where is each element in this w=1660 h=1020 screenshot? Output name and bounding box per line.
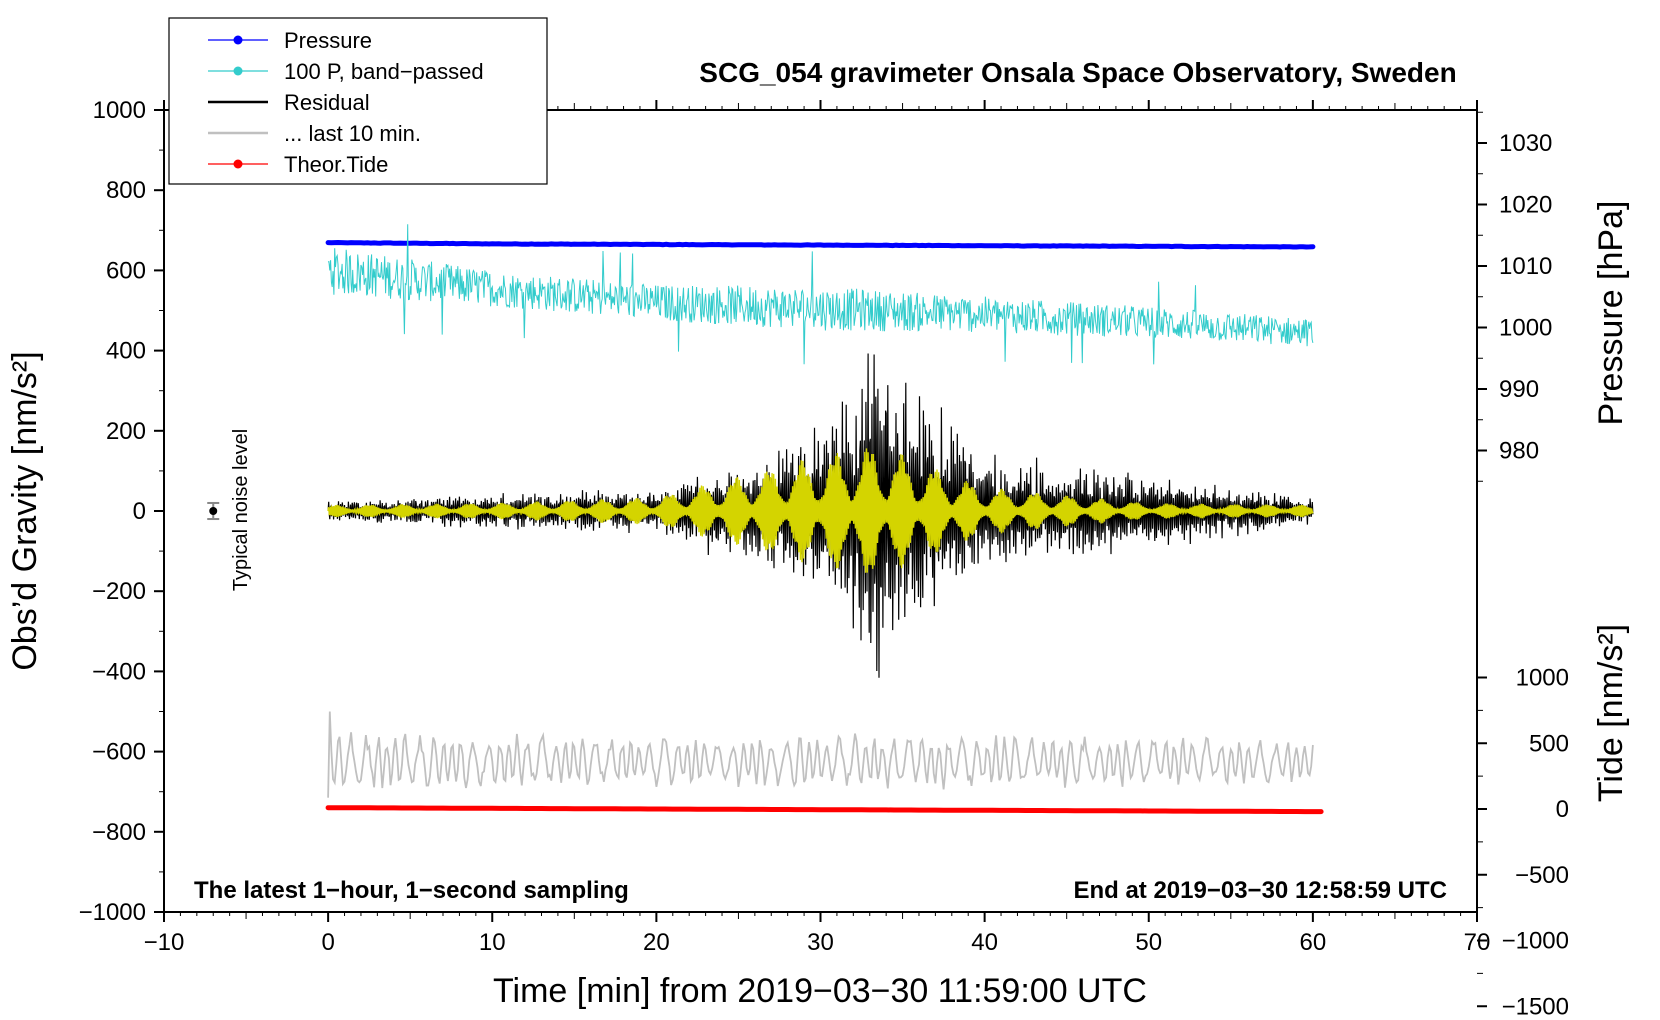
legend-dot-4 [233,159,243,169]
noise-level-label: Typical noise level [230,429,252,591]
tide-tick-label: −1000 [1502,928,1569,955]
band-passed-pressure-series [327,224,1314,365]
residual-series [327,353,1314,678]
legend-label: Theor.Tide [284,152,388,177]
tide-tick-label: −500 [1515,862,1569,889]
y-tick-label: 600 [106,257,146,284]
legend-label: ... last 10 min. [284,121,421,146]
residual-filtered-series [327,448,1314,573]
y-tick-label: −1000 [79,899,146,926]
y-tick-label: −200 [92,578,146,605]
tide-tick-label: 1000 [1516,665,1569,692]
chart-title: SCG_054 gravimeter Onsala Space Observat… [699,57,1456,88]
last-10-min-series [327,711,1314,798]
y-tick-label: 400 [106,338,146,365]
pressure-tick-label: 1010 [1499,253,1552,280]
sampling-note: The latest 1−hour, 1−second sampling [194,877,629,904]
pressure-axis-title: Pressure [hPa] [1592,201,1630,426]
pressure-series [325,239,1316,250]
pressure-tick-label: 990 [1499,376,1539,403]
plot-layer [207,224,1324,815]
y-tick-label: −800 [92,819,146,846]
y-tick-label: 0 [133,498,146,525]
legend-label: 100 P, band−passed [284,59,484,84]
legend-dot-0 [233,35,243,45]
x-tick-label: 10 [479,929,506,956]
x-tick-label: 40 [971,929,998,956]
end-time-note: End at 2019−03−30 12:58:59 UTC [1073,877,1447,904]
pressure-tick-label: 1000 [1499,315,1552,342]
tide-tick-label: 500 [1529,730,1569,757]
x-tick-label: 70 [1464,929,1491,956]
axis-layer: −10 0 10 20 30 40 50 60 7010008006004002000−200−… [79,97,1569,1020]
y-tick-label: 1000 [93,97,146,124]
x-tick-label: 20 [643,929,670,956]
pressure-tick-label: 980 [1499,438,1539,465]
y-tick-label: −400 [92,658,146,685]
x-axis-title: Time [min] from 2019−03−30 11:59:00 UTC [493,972,1147,1010]
y-tick-label: 200 [106,418,146,445]
y-tick-label: −600 [92,739,146,766]
noise-point [209,507,218,515]
x-tick-label: −10 [144,929,185,956]
pressure-tick-label: 1020 [1499,192,1552,219]
x-tick-label: 0 [321,929,334,956]
legend-label: Residual [284,90,370,115]
x-tick-label: 50 [1135,929,1162,956]
x-tick-label: 60 [1300,929,1327,956]
legend-dot-1 [233,66,243,76]
legend-label: Pressure [284,28,372,53]
tide-tick-label: −1500 [1502,993,1569,1020]
legend: Pressure 100 P, band−passed Residual ... la… [168,17,548,185]
y-axis-title: Obs’d Gravity [nm/s²] [6,351,44,670]
tide-tick-label: 0 [1556,796,1569,823]
x-tick-label: 30 [807,929,834,956]
tide-axis-title: Tide [nm/s²] [1592,624,1630,802]
y-tick-label: 800 [106,177,146,204]
theoretical-tide-series [325,805,1324,815]
pressure-tick-label: 1030 [1499,130,1552,157]
